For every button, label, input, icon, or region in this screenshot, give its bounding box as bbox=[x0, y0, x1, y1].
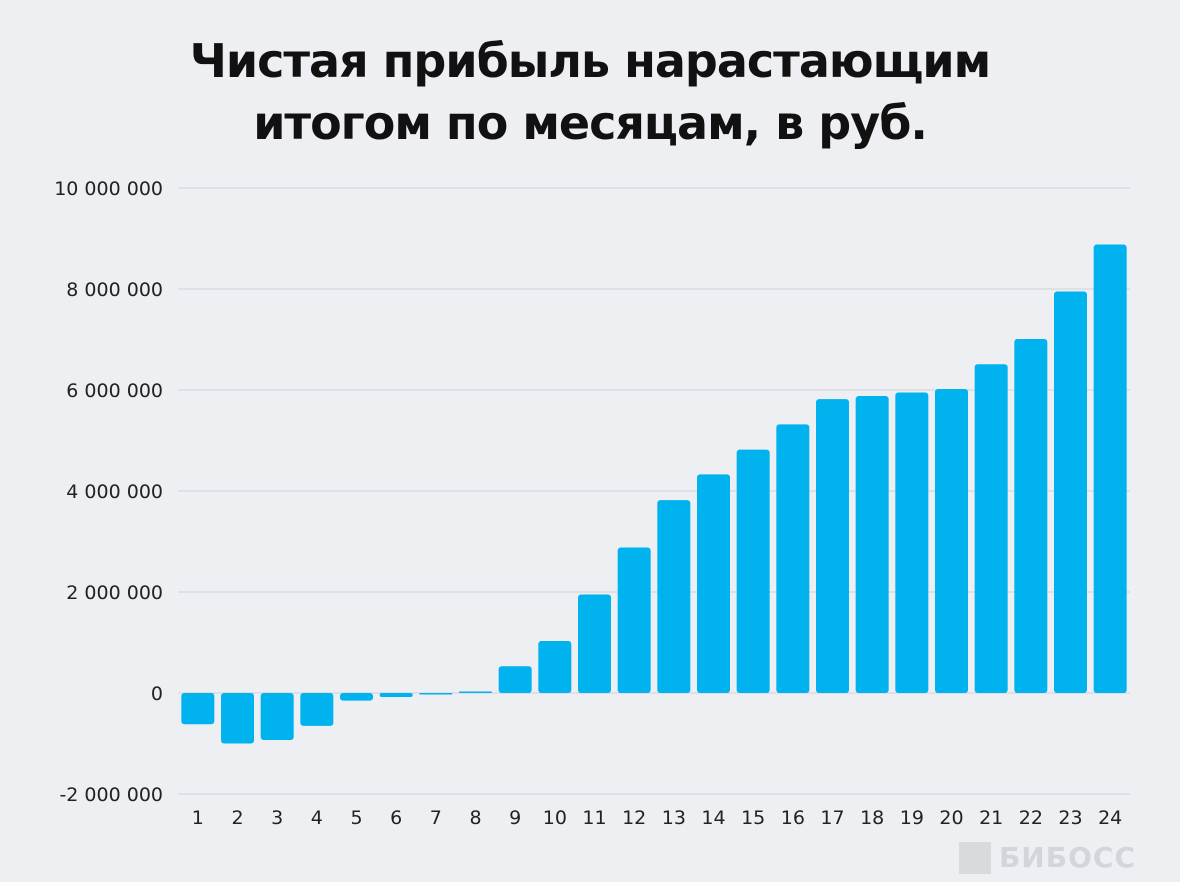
x-tick-label: 13 bbox=[662, 807, 686, 829]
y-tick-label: -2 000 000 bbox=[59, 784, 163, 806]
bar-month-3 bbox=[260, 693, 294, 740]
chart-title-line-1: Чистая прибыль нарастающим bbox=[189, 34, 992, 88]
y-axis: -2 000 000 0 2 000 000 4 000 000 6 000 000 8 … bbox=[54, 178, 163, 806]
bar-month-4 bbox=[300, 693, 334, 726]
bars bbox=[181, 244, 1127, 744]
x-tick-label: 23 bbox=[1058, 807, 1082, 829]
x-tick-label: 5 bbox=[350, 807, 362, 829]
x-tick-label: 6 bbox=[390, 807, 402, 829]
x-tick-label: 19 bbox=[900, 807, 924, 829]
y-tick-label: 2 000 000 bbox=[66, 582, 163, 604]
bar-month-15 bbox=[736, 449, 770, 693]
grid-lines bbox=[178, 187, 1130, 795]
x-tick-label: 11 bbox=[582, 807, 606, 829]
x-tick-label: 4 bbox=[311, 807, 323, 829]
bar-month-19 bbox=[895, 392, 929, 693]
y-tick-label: 4 000 000 bbox=[66, 481, 163, 503]
bar-month-10 bbox=[538, 640, 572, 693]
bar-month-24 bbox=[1093, 244, 1127, 693]
x-tick-label: 21 bbox=[979, 807, 1003, 829]
bar-month-22 bbox=[1014, 338, 1048, 693]
watermark: БИБОСС bbox=[958, 841, 1136, 874]
bar-month-16 bbox=[776, 424, 810, 693]
y-tick-label: 10 000 000 bbox=[54, 178, 163, 200]
x-tick-label: 20 bbox=[939, 807, 963, 829]
x-tick-label: 2 bbox=[231, 807, 243, 829]
bar-month-8 bbox=[459, 691, 492, 693]
bar-month-13 bbox=[657, 500, 691, 693]
y-tick-label: 8 000 000 bbox=[66, 279, 163, 301]
watermark-text: БИБОСС bbox=[998, 841, 1136, 874]
bar-month-6 bbox=[379, 693, 413, 698]
x-tick-label: 17 bbox=[820, 807, 844, 829]
x-tick-label: 14 bbox=[701, 807, 725, 829]
watermark-logo-icon bbox=[958, 841, 991, 874]
bar-month-17 bbox=[816, 399, 849, 693]
x-axis: 1 2 3 4 5 6 7 8 9 10 11 12 13 14 15 16 17 18 19 20 21 22 23 24 bbox=[192, 807, 1122, 829]
bar-month-23 bbox=[1054, 291, 1087, 693]
bar-month-7 bbox=[419, 693, 453, 695]
chart-title: Чистая прибыль нарастающим итогом по мес… bbox=[0, 30, 1180, 154]
bar-month-9 bbox=[498, 666, 532, 693]
bar-month-21 bbox=[974, 364, 1008, 693]
bar-month-12 bbox=[617, 547, 651, 693]
bar-month-1 bbox=[181, 693, 215, 725]
bar-month-18 bbox=[855, 396, 889, 693]
x-tick-label: 22 bbox=[1019, 807, 1043, 829]
y-tick-label: 6 000 000 bbox=[66, 380, 163, 402]
x-tick-label: 24 bbox=[1098, 807, 1122, 829]
y-tick-label: 0 bbox=[151, 683, 163, 705]
x-tick-label: 8 bbox=[469, 807, 481, 829]
x-tick-label: 3 bbox=[271, 807, 283, 829]
x-tick-label: 10 bbox=[543, 807, 567, 829]
x-tick-label: 16 bbox=[781, 807, 805, 829]
bar-month-14 bbox=[697, 474, 730, 693]
x-tick-label: 1 bbox=[192, 807, 204, 829]
x-tick-label: 18 bbox=[860, 807, 884, 829]
x-tick-label: 7 bbox=[430, 807, 442, 829]
bar-month-11 bbox=[578, 594, 611, 693]
x-tick-label: 12 bbox=[622, 807, 646, 829]
bar-month-20 bbox=[935, 388, 968, 693]
bar-month-5 bbox=[340, 693, 373, 701]
chart-title-line-2: итогом по месяцам, в руб. bbox=[253, 96, 928, 150]
x-tick-label: 15 bbox=[741, 807, 765, 829]
bar-month-2 bbox=[221, 693, 254, 744]
x-tick-label: 9 bbox=[509, 807, 521, 829]
